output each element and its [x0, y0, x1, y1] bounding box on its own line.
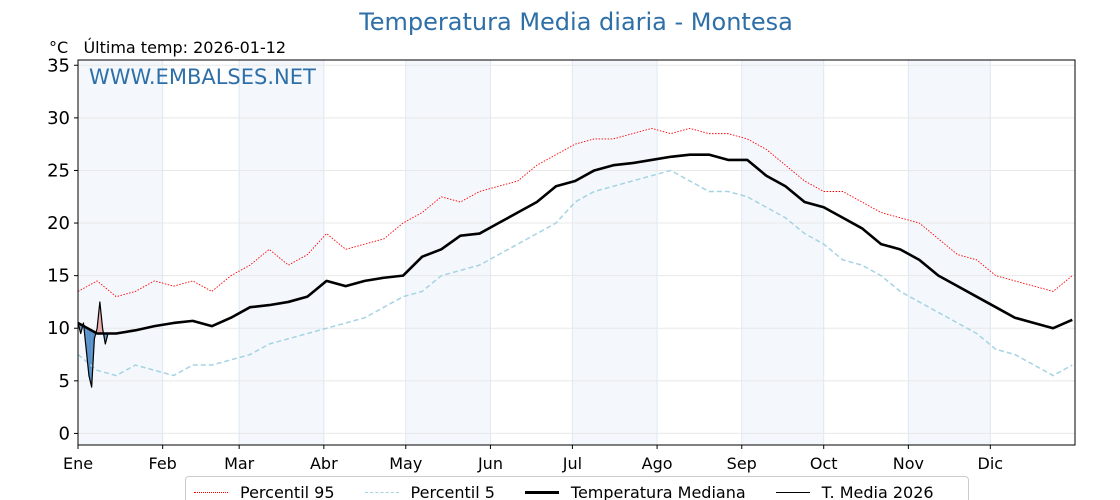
legend-label: Temperatura Mediana — [570, 482, 746, 500]
x-tick-label: Abr — [310, 454, 338, 473]
plot-frame — [77, 59, 1076, 446]
series-line-percentil-95 — [77, 127, 1073, 298]
y-tick-label: 20 — [47, 213, 70, 234]
x-tick-label: Ago — [642, 454, 673, 473]
x-tick-label: Mar — [224, 454, 255, 473]
last-temp-label: Última temp: 2026-01-12 — [83, 38, 287, 57]
legend-item-p95: Percentil 95 — [194, 483, 335, 500]
y-tick-label: 25 — [47, 160, 70, 181]
y-tick-label: 5 — [59, 371, 70, 392]
legend-label: Percentil 5 — [410, 482, 495, 500]
y-tick-label: 0 — [59, 423, 70, 444]
legend: Percentil 95 Percentil 5 Temperatura Med… — [185, 476, 969, 500]
legend-swatch — [524, 490, 559, 494]
legend-item-p5: Percentil 5 — [364, 482, 495, 500]
x-tick-label: Ene — [63, 454, 93, 473]
x-tick-label: Nov — [893, 454, 924, 473]
watermark: WWW.EMBALSES.NET — [89, 65, 316, 89]
legend-label: T. Media 2026 — [821, 482, 934, 500]
x-tick-label: Feb — [149, 454, 177, 473]
series-line-t-media-2026 — [77, 301, 109, 388]
x-tick-label: Jul — [562, 454, 582, 473]
x-tick-label: Oct — [810, 454, 838, 473]
anomaly-fill — [88, 328, 92, 388]
x-tick-label: Jun — [477, 454, 503, 473]
legend-item-2026: T. Media 2026 — [775, 482, 934, 500]
y-tick-label: 15 — [47, 266, 70, 287]
chart-title: Temperatura Media diaria - Montesa — [359, 8, 793, 36]
y-tick-label: 10 — [47, 318, 70, 339]
legend-item-median: Temperatura Mediana — [524, 482, 746, 500]
series-line-percentil-5 — [77, 169, 1073, 377]
chart-subtitle: °C Última temp: 2026-01-12 — [49, 38, 286, 57]
x-tick-label: May — [389, 454, 422, 473]
y-tick-label: 35 — [47, 55, 70, 76]
x-tick-label: Sep — [727, 454, 757, 473]
legend-swatch — [775, 491, 810, 493]
legend-label: Percentil 95 — [240, 482, 335, 500]
y-tick-label: 30 — [47, 108, 70, 129]
x-tick-label: Dic — [978, 454, 1004, 473]
unit-label: °C — [49, 38, 69, 57]
legend-swatch — [194, 491, 228, 493]
series-line-temperatura-mediana — [77, 153, 1073, 335]
legend-swatch — [364, 491, 399, 493]
